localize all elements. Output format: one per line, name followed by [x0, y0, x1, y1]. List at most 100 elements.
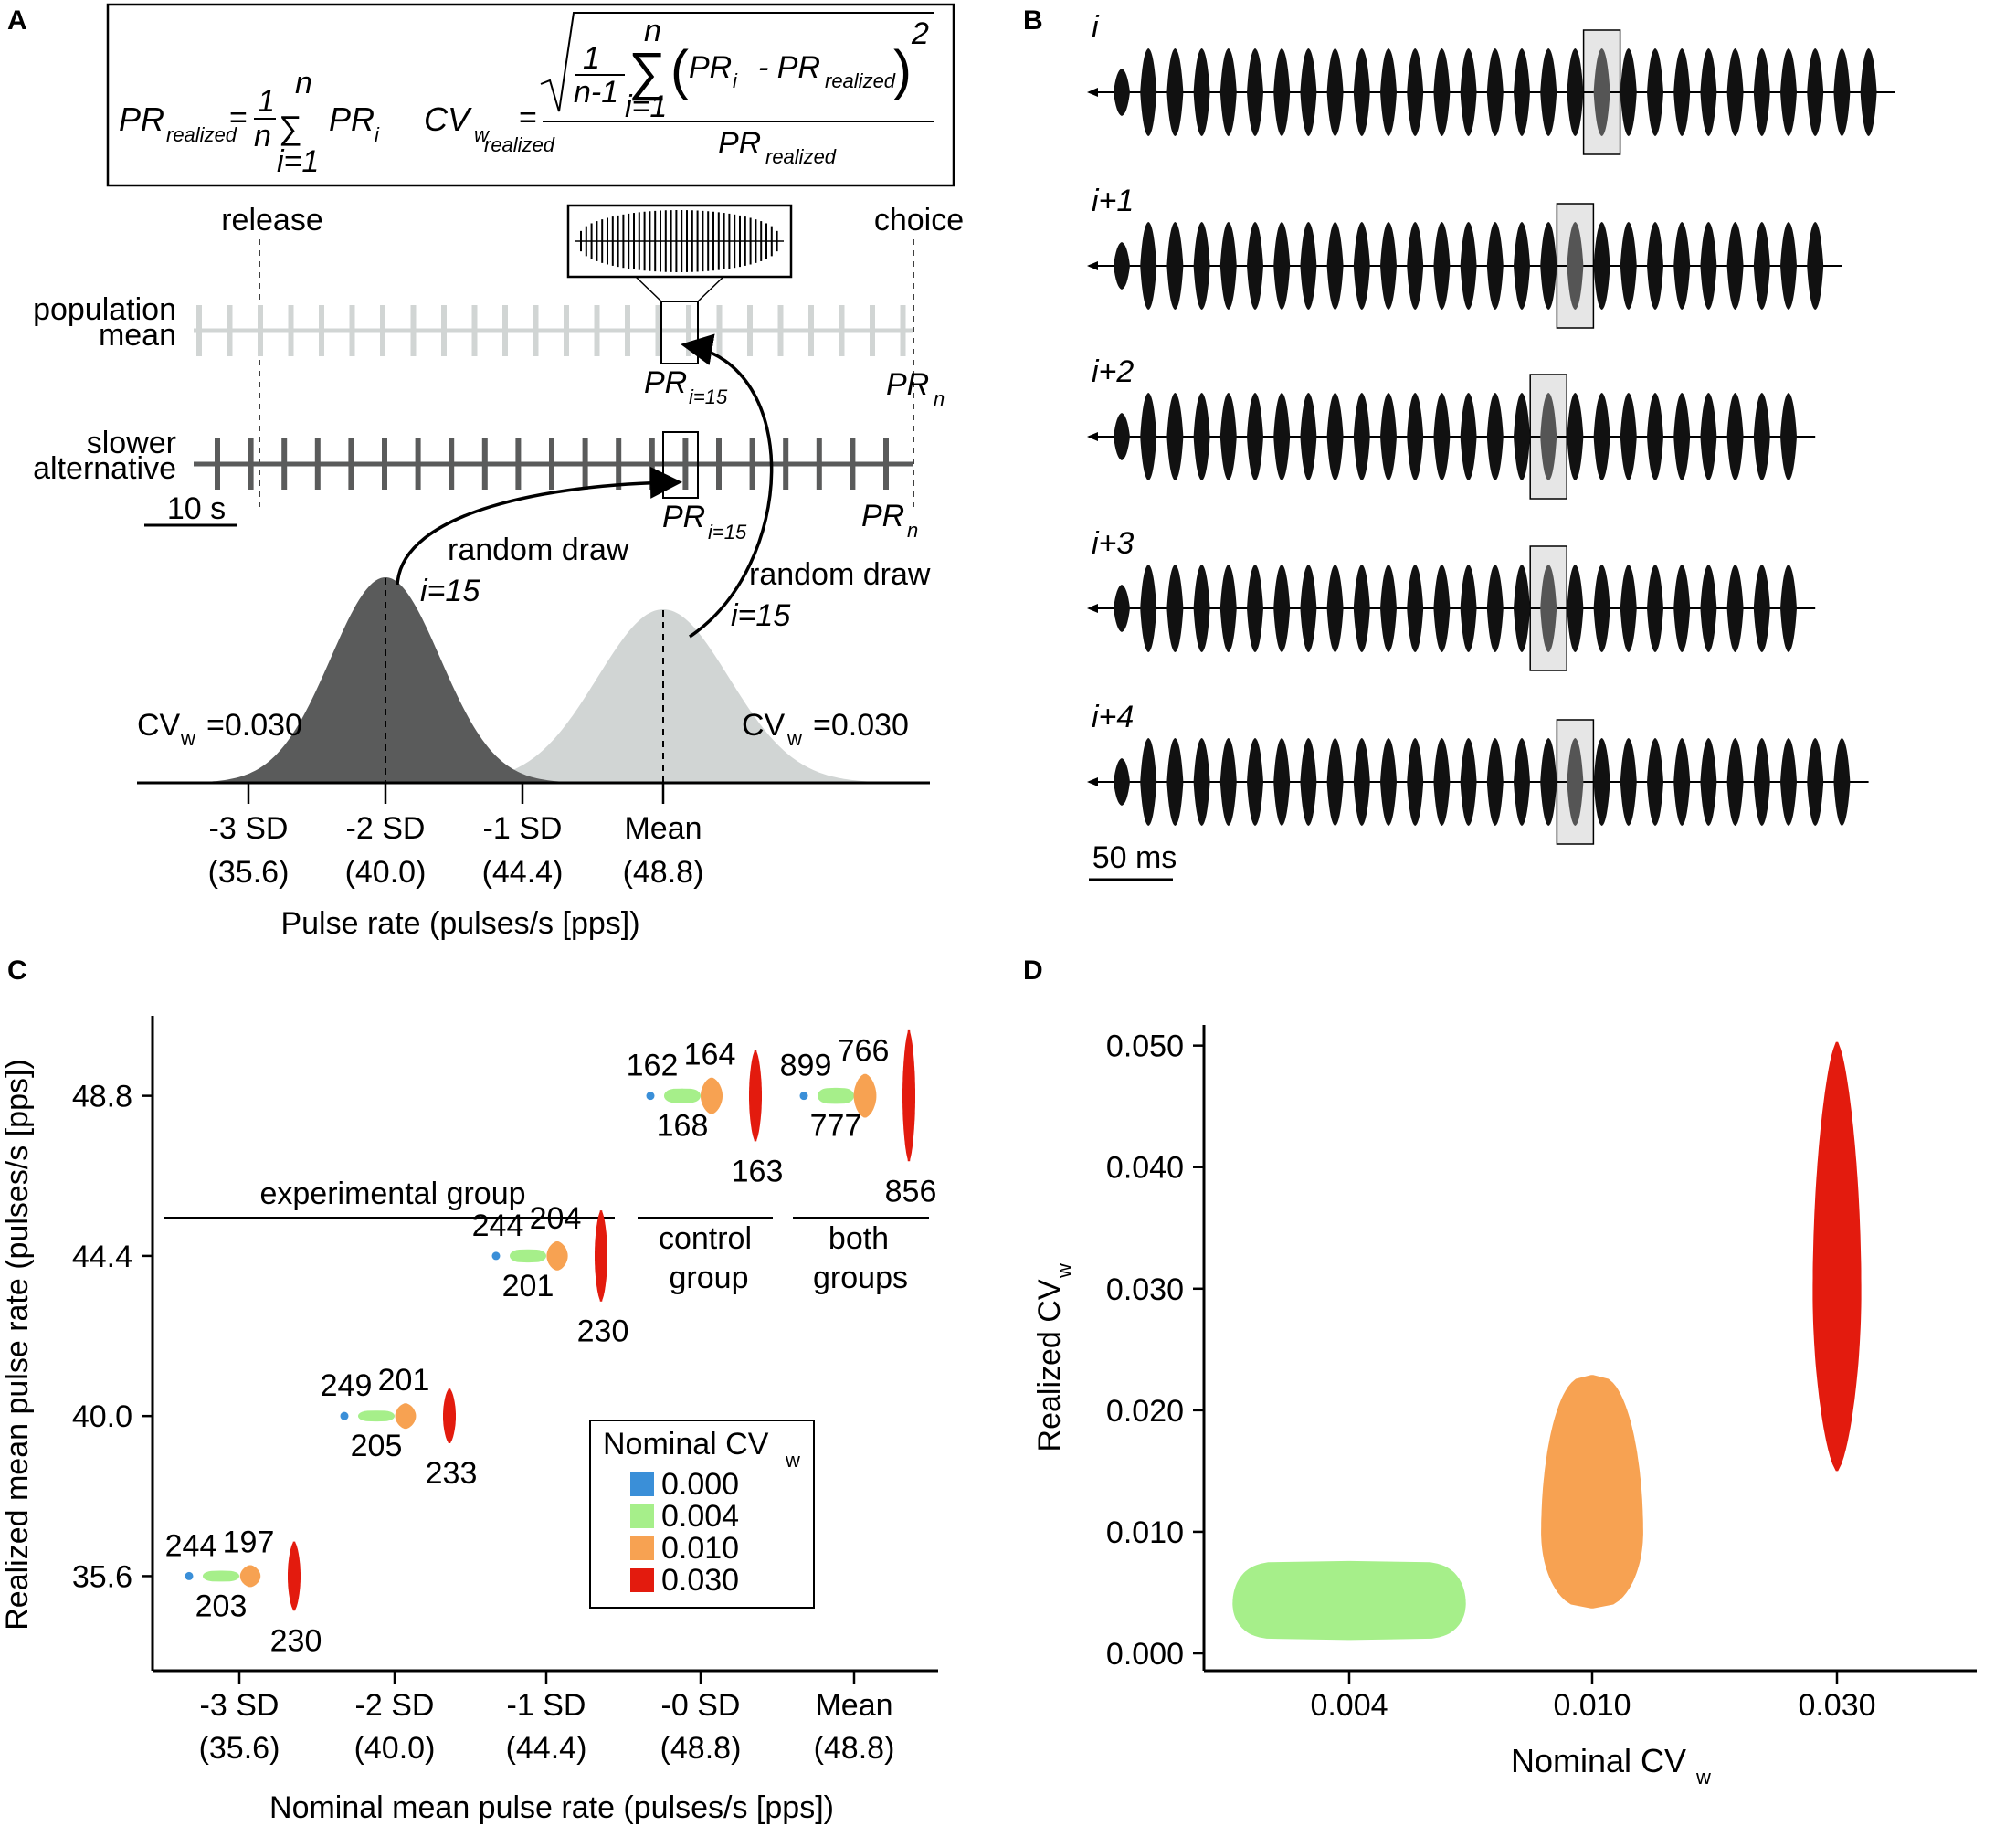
c-violin [510, 1249, 546, 1263]
oscillogram-pulse [1300, 738, 1317, 826]
d-y-tick-label: 0.050 [1106, 1029, 1184, 1064]
oscillogram-pulse [1486, 738, 1504, 826]
svg-text:w: w [1695, 1766, 1711, 1789]
oscillogram-pulse [1140, 48, 1157, 136]
oscillogram-pulse [1540, 393, 1557, 480]
c-violin-point [185, 1571, 194, 1580]
svg-text:=0.030: =0.030 [206, 708, 302, 743]
both-groups-label-2: groups [813, 1261, 908, 1295]
c-violin [749, 1050, 762, 1142]
oscillogram-pulse [1486, 48, 1504, 136]
oscillogram-pulse [1540, 48, 1557, 136]
oscillogram-pulse [1726, 565, 1744, 652]
svg-text:w: w [786, 727, 802, 750]
oscillogram-pulse [1273, 738, 1291, 826]
c-x-tick-sd: -0 SD [661, 1688, 741, 1723]
c-x-tick-value: (48.8) [814, 1731, 895, 1766]
choice-label: choice [874, 203, 964, 237]
d-y-ticks: 0.000 0.010 0.020 0.030 0.040 0.050 [1106, 1029, 1204, 1672]
random-draw-label-2: random draw [749, 557, 931, 592]
svg-text:n: n [934, 387, 945, 410]
oscillogram-pulse [1780, 222, 1797, 310]
oscillogram-pulse [1166, 222, 1184, 310]
oscillogram-pulse [1460, 48, 1477, 136]
oscillogram-pulse [1353, 393, 1370, 480]
pulse-rate-tick-value: (40.0) [345, 855, 427, 890]
c-count-label: 230 [577, 1314, 629, 1349]
c-count-label: 197 [223, 1525, 275, 1559]
pr-n-bottom: PR [861, 499, 904, 533]
oscillogram-pulse [1247, 565, 1263, 652]
oscillogram-pulse [1193, 393, 1210, 480]
oscillogram-pulse [1700, 393, 1717, 480]
zoom-inset-waveform [575, 210, 784, 272]
c-count-label: 203 [195, 1589, 248, 1623]
svg-text:PR: PR [718, 126, 761, 161]
c-violin [902, 1029, 915, 1162]
slower-alternative-distribution [137, 577, 930, 783]
oscillogram-pulse [1380, 48, 1397, 136]
svg-text:i=15: i=15 [708, 521, 747, 544]
oscillogram-pulse [1114, 758, 1130, 806]
oscillogram-pulse [1219, 565, 1237, 652]
d-y-tick-label: 0.030 [1106, 1272, 1184, 1307]
oscillogram-pulse [1407, 222, 1424, 310]
c-count-label: 201 [502, 1269, 554, 1304]
scale-10s-label: 10 s [167, 491, 226, 526]
d-violin [1232, 1560, 1466, 1641]
c-y-tick-label: 40.0 [72, 1399, 132, 1434]
oscillogram-pulse [1193, 48, 1210, 136]
oscillogram-pulse [1219, 222, 1237, 310]
oscillogram-pulse [1114, 242, 1130, 290]
experimental-group-label: experimental group [259, 1177, 525, 1211]
oscillogram-pulse [1647, 565, 1663, 652]
c-count-label: 168 [657, 1109, 709, 1144]
oscillogram-pulse [1326, 738, 1344, 826]
oscillogram-pulse [1514, 738, 1530, 826]
c-violins: 2442031972302492052012332442012042301621… [165, 1029, 937, 1658]
oscillogram-pulse [1620, 738, 1637, 826]
d-y-tick-label: 0.010 [1106, 1515, 1184, 1550]
c-violin-point [799, 1092, 808, 1101]
svg-text:i=15: i=15 [689, 385, 728, 408]
oscillogram-pulse [1620, 393, 1637, 480]
c-count-label: 249 [321, 1368, 373, 1403]
oscillogram-pulse [1193, 738, 1210, 826]
pulse-rate-tick-value: (48.8) [623, 855, 704, 890]
oscillogram-pulse [1540, 222, 1557, 310]
oscillogram-pulse [1620, 222, 1637, 310]
c-count-label: 856 [885, 1174, 937, 1209]
oscillogram-pulse [1326, 565, 1344, 652]
svg-text:n-1: n-1 [574, 75, 618, 110]
oscillogram-pulse [1353, 565, 1370, 652]
oscillogram-pulse [1407, 738, 1424, 826]
oscillogram-pulse [1673, 48, 1691, 136]
svg-text:realized: realized [825, 69, 896, 92]
d-y-axis-label: Realized CV w [1032, 1263, 1075, 1451]
svg-text:- PR: - PR [758, 50, 820, 85]
d-violin [1812, 1041, 1862, 1472]
svg-text:realized: realized [765, 145, 837, 168]
panel-b: B i i+1 i+2 i+3 i+4 50 ms [1023, 5, 1895, 881]
oscillogram-pulse [1780, 565, 1797, 652]
sigma-symbol-1: ∑ [279, 109, 302, 146]
oscillogram-pulse [1807, 222, 1824, 310]
oscillogram-pulse [1780, 393, 1797, 480]
oscillogram-pulse [1647, 738, 1663, 826]
svg-text:Realized CV: Realized CV [1032, 1279, 1067, 1451]
pulse-rate-tick-sd: -3 SD [209, 811, 289, 846]
c-count-label: 230 [270, 1623, 322, 1658]
population-mean-train [194, 305, 913, 356]
svg-text:i: i [733, 69, 738, 92]
panel-c: C 35.6 40.0 44.4 48.8 -3 SD (35.6) -2 SD (40.0… [0, 955, 938, 1825]
oscillogram-pulse [1673, 738, 1691, 826]
oscillogram-pulse [1514, 565, 1530, 652]
oscillogram-pulse [1620, 48, 1637, 136]
c-legend-label: 0.000 [661, 1467, 739, 1502]
pulse-rate-tick-value: (44.4) [482, 855, 564, 890]
oscillogram-pulse [1700, 565, 1717, 652]
slower-label-1: slower [87, 426, 176, 460]
oscillogram-pulse [1514, 48, 1530, 136]
